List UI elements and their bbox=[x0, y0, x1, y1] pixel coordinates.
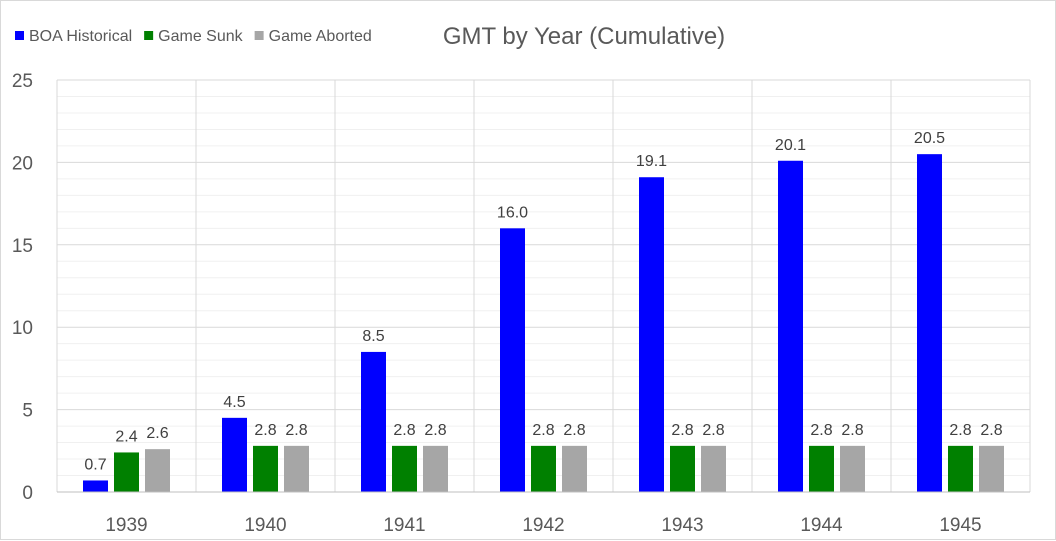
bar-game-aborted-1942 bbox=[562, 445, 587, 492]
data-label: 2.8 bbox=[702, 422, 724, 439]
data-label: 16.0 bbox=[497, 204, 528, 221]
y-tick-label: 25 bbox=[12, 71, 33, 92]
legend-swatch bbox=[254, 31, 264, 40]
data-labels-layer: 0.7 2.4 2.6 4.5 2.8 2.8 8.5 2.8 2.8 16.0 2.8 2.8 19.… bbox=[84, 130, 1002, 473]
x-tick-label: 1939 bbox=[105, 515, 147, 536]
data-label: 2.8 bbox=[980, 422, 1002, 439]
legend-swatch bbox=[15, 31, 24, 40]
y-tick-label: 15 bbox=[12, 236, 33, 257]
y-tick-label: 10 bbox=[12, 318, 33, 339]
legend-swatch bbox=[144, 31, 154, 40]
bar-game-aborted-1940 bbox=[284, 445, 309, 492]
data-label: 2.8 bbox=[810, 422, 832, 439]
data-label: 2.8 bbox=[671, 422, 693, 439]
bar-game-aborted-1939 bbox=[145, 449, 170, 492]
bars-layer bbox=[83, 154, 1004, 492]
bar-game-aborted-1944 bbox=[840, 445, 865, 492]
data-label: 2.8 bbox=[285, 422, 307, 439]
bar-game-sunk-1941 bbox=[392, 445, 417, 492]
bar-game-sunk-1944 bbox=[809, 445, 834, 492]
bar-game-sunk-1945 bbox=[948, 445, 973, 492]
legend-label: BOA Historical bbox=[29, 28, 132, 45]
data-label: 8.5 bbox=[362, 328, 384, 345]
data-label: 2.6 bbox=[146, 425, 168, 442]
bar-boa-historical-1942 bbox=[500, 228, 525, 492]
x-tick-label: 1943 bbox=[661, 515, 703, 536]
bar-boa-historical-1945 bbox=[917, 154, 942, 492]
y-tick-label: 5 bbox=[22, 401, 33, 422]
bar-game-sunk-1942 bbox=[531, 445, 556, 492]
bar-game-aborted-1945 bbox=[979, 445, 1004, 492]
data-label: 4.5 bbox=[223, 394, 245, 411]
x-tick-label: 1940 bbox=[244, 515, 286, 536]
bar-game-sunk-1939 bbox=[114, 452, 139, 492]
data-label: 2.8 bbox=[393, 422, 415, 439]
bar-game-aborted-1941 bbox=[423, 445, 448, 492]
bar-game-sunk-1940 bbox=[253, 445, 278, 492]
x-tick-label: 1945 bbox=[939, 515, 981, 536]
bar-game-sunk-1943 bbox=[670, 445, 695, 492]
data-label: 2.8 bbox=[949, 422, 971, 439]
bar-boa-historical-1941 bbox=[361, 351, 386, 492]
data-label: 2.8 bbox=[532, 422, 554, 439]
x-tick-label: 1942 bbox=[522, 515, 564, 536]
bar-boa-historical-1939 bbox=[83, 480, 108, 492]
data-label: 2.8 bbox=[841, 422, 863, 439]
y-tick-label: 0 bbox=[22, 483, 33, 504]
data-label: 2.8 bbox=[424, 422, 446, 439]
legend: BOA Historical Game Sunk Game Aborted bbox=[15, 28, 372, 45]
data-label: 2.4 bbox=[115, 428, 137, 445]
bar-boa-historical-1943 bbox=[639, 177, 664, 492]
bar-boa-historical-1940 bbox=[222, 417, 247, 492]
legend-label: Game Aborted bbox=[269, 28, 372, 45]
data-label: 20.1 bbox=[775, 137, 806, 154]
legend-label: Game Sunk bbox=[158, 28, 243, 45]
x-tick-label: 1941 bbox=[383, 515, 425, 536]
axis-layer: 0 5 10 15 20 25 1939 1940 1941 1942 1943 1944 1945 bbox=[12, 71, 1030, 536]
data-label: 2.8 bbox=[254, 422, 276, 439]
data-label: 0.7 bbox=[84, 456, 106, 473]
x-tick-label: 1944 bbox=[800, 515, 843, 536]
bar-boa-historical-1944 bbox=[778, 160, 803, 492]
data-label: 19.1 bbox=[636, 153, 667, 170]
y-tick-label: 20 bbox=[12, 153, 33, 174]
bar-game-aborted-1943 bbox=[701, 445, 726, 492]
data-label: 2.8 bbox=[563, 422, 585, 439]
data-label: 20.5 bbox=[914, 130, 945, 147]
chart-title: GMT by Year (Cumulative) bbox=[443, 23, 725, 50]
